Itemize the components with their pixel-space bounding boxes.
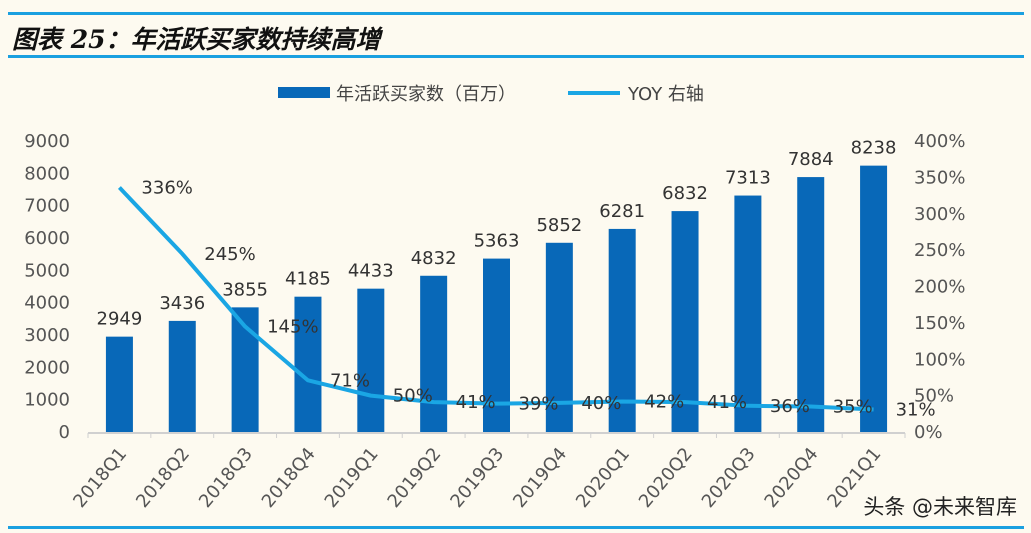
bar-2019Q4 [545,242,573,432]
x-tick-label: 2019Q3 [446,444,508,512]
yoy-value-label: 40% [581,393,621,414]
title-bottom-rule [8,55,1024,58]
y-right-tick: 350% [914,167,965,188]
x-tick-label: 2020Q4 [761,444,823,512]
bar-value-label: 5852 [536,215,582,236]
x-tick-label: 2019Q2 [383,444,445,512]
y-left-tick: 1000 [24,390,70,411]
y-left-tick: 6000 [24,228,70,249]
bar-value-label: 4185 [285,269,331,290]
x-tick-label: 2018Q2 [132,444,194,512]
yoy-value-label: 41% [456,392,496,413]
y-right-tick: 100% [914,349,965,370]
bar-2020Q2 [671,211,699,432]
yoy-value-label: 42% [644,391,684,412]
title-top-rule [8,12,1024,15]
legend-bar-label: 年活跃买家数（百万） [336,84,516,105]
y-left-tick: 9000 [24,131,70,152]
bar-2021Q1 [860,165,888,432]
bar-value-label: 7884 [788,149,834,170]
yoy-value-label: 245% [204,244,255,265]
bar-2018Q2 [168,320,196,432]
y-right-tick: 300% [914,204,965,225]
y-right-tick: 200% [914,277,965,298]
yoy-value-label: 71% [330,370,370,391]
x-tick-label: 2020Q1 [572,444,634,512]
y-right-tick: 250% [914,240,965,261]
y-left-tick: 8000 [24,163,70,184]
y-left-tick: 0 [59,422,70,443]
legend-bar-swatch [278,87,330,98]
x-tick-label: 2020Q3 [698,444,760,512]
bar-value-label: 3436 [159,293,205,314]
bar-2018Q4 [294,296,322,432]
yoy-value-label: 41% [707,392,747,413]
watermark: 头条 @未来智库 [863,495,1017,519]
x-tick-label: 2018Q3 [195,444,257,512]
y-left-tick: 4000 [24,293,70,314]
yoy-value-label: 50% [393,386,433,407]
bar-value-label: 4433 [348,261,394,282]
bar-value-label: 7313 [725,168,771,189]
x-tick-label: 2018Q1 [69,444,131,512]
y-right-tick: 0% [914,422,943,443]
bar-2019Q1 [357,288,385,432]
bar-2020Q3 [734,195,762,432]
y-left-tick: 3000 [24,325,70,346]
y-right-tick: 150% [914,313,965,334]
yoy-value-label: 35% [833,397,873,418]
bar-value-label: 4832 [411,248,457,269]
y-right-tick: 400% [914,131,965,152]
bar-value-label: 6281 [599,201,645,222]
yoy-value-label: 336% [141,178,192,199]
yoy-value-label: 39% [519,394,559,415]
y-left-tick: 5000 [24,260,70,281]
yoy-value-label: 31% [896,399,936,420]
bar-value-label: 6832 [662,183,708,204]
x-tick-label: 2018Q4 [258,444,320,512]
bar-2018Q1 [105,336,133,432]
bar-value-label: 3855 [222,279,268,300]
y-right-tick: 50% [914,386,954,407]
bar-2020Q1 [608,228,636,432]
bar-value-label: 8238 [851,138,897,159]
bar-value-label: 2949 [97,309,143,330]
x-tick-label: 2020Q2 [635,444,697,512]
chart-title: 图表 25：年活跃买家数持续高增 [12,25,381,54]
legend-line-label: YOY 右轴 [627,84,704,105]
y-left-tick: 7000 [24,196,70,217]
bar-value-label: 5363 [474,231,520,252]
bar-2019Q2 [420,275,448,432]
x-tick-label: 2019Q1 [321,444,383,512]
yoy-value-label: 36% [770,396,810,417]
bar-2020Q4 [797,177,825,432]
yoy-value-label: 145% [267,317,318,338]
y-left-tick: 2000 [24,357,70,378]
x-tick-label: 2019Q4 [509,444,571,512]
bottom-rule [8,526,1024,529]
